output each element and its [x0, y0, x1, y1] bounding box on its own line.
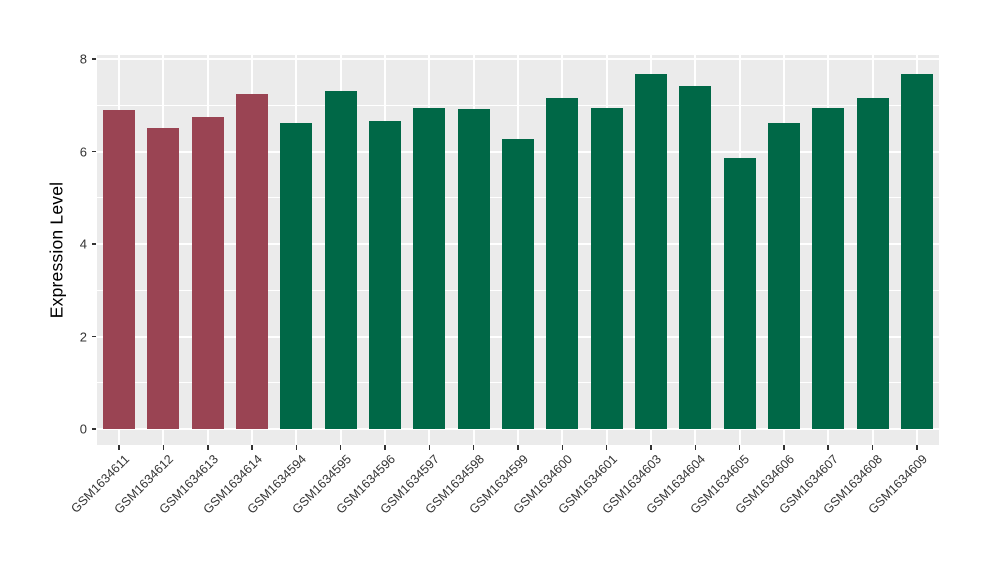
x-tick-GSM1634611 [118, 445, 120, 450]
x-tick-GSM1634607 [827, 445, 829, 450]
bar-GSM1634613 [191, 116, 224, 429]
plot-panel [97, 55, 939, 445]
slot-GSM1634609 [895, 55, 939, 445]
x-tick-GSM1634606 [783, 445, 785, 450]
x-tick-GSM1634609 [916, 445, 918, 450]
bar-GSM1634606 [767, 122, 800, 429]
bar-GSM1634599 [501, 139, 534, 429]
slot-GSM1634601 [584, 55, 628, 445]
x-tick-GSM1634597 [428, 445, 431, 450]
slot-GSM1634598 [452, 55, 496, 445]
x-tick-GSM1634596 [384, 445, 386, 450]
x-tick-GSM1634603 [650, 445, 652, 450]
slot-GSM1634612 [141, 55, 185, 445]
slot-GSM1634596 [363, 55, 407, 445]
bar-GSM1634600 [546, 97, 579, 429]
bar-GSM1634608 [856, 97, 889, 429]
bar-GSM1634607 [812, 107, 845, 429]
x-tick-GSM1634612 [162, 445, 165, 450]
y-tick-2 [92, 335, 96, 338]
x-tick-GSM1634595 [339, 445, 342, 450]
y-tick-8 [92, 58, 96, 60]
bar-GSM1634611 [103, 110, 136, 429]
y-tick-label-8: 8 [79, 51, 87, 67]
bar-GSM1634594 [280, 122, 313, 429]
x-tick-GSM1634605 [738, 445, 741, 450]
y-tick-6 [92, 150, 96, 153]
bar-GSM1634604 [679, 85, 712, 429]
x-tick-GSM1634614 [251, 445, 253, 450]
slot-GSM1634605 [717, 55, 761, 445]
slot-GSM1634606 [762, 55, 806, 445]
bar-GSM1634598 [457, 108, 490, 429]
slot-GSM1634599 [496, 55, 540, 445]
slot-GSM1634613 [186, 55, 230, 445]
slot-GSM1634608 [850, 55, 894, 445]
x-tick-GSM1634599 [517, 445, 519, 450]
x-tick-GSM1634601 [605, 445, 608, 450]
slot-GSM1634600 [540, 55, 584, 445]
bar-GSM1634612 [147, 128, 180, 429]
bar-GSM1634605 [723, 158, 756, 429]
bar-GSM1634601 [590, 107, 623, 429]
bar-GSM1634603 [634, 73, 667, 429]
y-tick-label-0: 0 [79, 421, 87, 437]
slot-GSM1634597 [407, 55, 451, 445]
x-tick-GSM1634600 [561, 445, 564, 450]
slot-GSM1634594 [274, 55, 318, 445]
y-tick-label-4: 4 [79, 236, 87, 252]
y-tick-0 [92, 428, 96, 430]
x-tick-GSM1634594 [295, 445, 298, 450]
slot-GSM1634607 [806, 55, 850, 445]
bar-GSM1634595 [324, 90, 357, 429]
x-tick-GSM1634613 [207, 445, 209, 450]
x-tick-GSM1634608 [871, 445, 874, 450]
slot-GSM1634603 [629, 55, 673, 445]
bar-GSM1634596 [369, 120, 402, 429]
slot-GSM1634595 [319, 55, 363, 445]
bar-GSM1634614 [236, 94, 269, 429]
y-tick-label-2: 2 [79, 329, 87, 344]
x-tick-GSM1634598 [472, 445, 475, 450]
bar-GSM1634597 [413, 107, 446, 429]
x-tick-GSM1634604 [694, 445, 696, 450]
slot-GSM1634604 [673, 55, 717, 445]
y-tick-label-6: 6 [79, 144, 87, 159]
bar-GSM1634609 [900, 73, 933, 429]
slot-GSM1634611 [97, 55, 141, 445]
slot-GSM1634614 [230, 55, 274, 445]
y-tick-4 [92, 243, 96, 245]
